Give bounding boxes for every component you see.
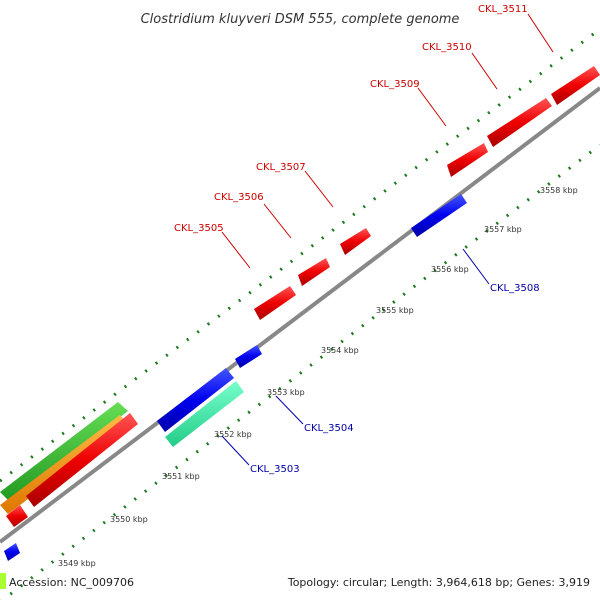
- tick-label: 3552 kbp: [214, 430, 252, 439]
- gene-label[interactable]: CKL_3509: [370, 79, 420, 90]
- forward-strand: [0, 66, 600, 527]
- tick-label: 3551 kbp: [162, 472, 200, 481]
- gene-arrow[interactable]: [254, 286, 296, 320]
- tick-labels: 3549 kbp 3550 kbp 3551 kbp 3552 kbp 3553…: [58, 186, 578, 568]
- outer-tick-track: [0, 27, 600, 483]
- gene-arrow[interactable]: [340, 228, 371, 255]
- tick-label: 3557 kbp: [484, 225, 522, 234]
- label-leader-line: [221, 231, 251, 269]
- gene-arrow[interactable]: [411, 194, 467, 237]
- inner-tick-track: [0, 143, 600, 600]
- gene-arrow[interactable]: [551, 66, 600, 105]
- tick-label: 3549 kbp: [58, 559, 96, 568]
- gene-arrow[interactable]: [165, 381, 244, 447]
- tick-label: 3555 kbp: [376, 306, 414, 315]
- reverse-gene-labels: CKL_3503 CKL_3504 CKL_3508: [221, 248, 540, 475]
- legend-swatch: [0, 573, 6, 589]
- gene-label[interactable]: CKL_3507: [256, 162, 306, 173]
- label-leader-line: [263, 203, 292, 239]
- gene-arrow[interactable]: [26, 413, 138, 507]
- gene-arrow[interactable]: [0, 402, 128, 502]
- gene-label[interactable]: CKL_3503: [250, 464, 300, 475]
- gene-arrow[interactable]: [0, 415, 128, 514]
- label-leader-line: [527, 13, 554, 53]
- gene-arrow[interactable]: [235, 345, 262, 368]
- genome-backbone: [0, 86, 600, 544]
- gene-arrow[interactable]: [447, 143, 488, 177]
- gene-arrow[interactable]: [6, 505, 28, 527]
- gene-label[interactable]: CKL_3504: [304, 423, 354, 434]
- gene-arrow[interactable]: [487, 98, 552, 147]
- label-leader-line: [275, 395, 304, 425]
- label-leader-line: [471, 52, 498, 90]
- label-leader-line: [304, 170, 334, 208]
- gene-arrow[interactable]: [298, 258, 330, 286]
- gene-label[interactable]: CKL_3508: [490, 283, 540, 294]
- accession-text: Accession: NC_009706: [9, 576, 134, 589]
- label-leader-line: [417, 87, 447, 127]
- tick-label: 3556 kbp: [431, 265, 469, 274]
- tick-label: 3550 kbp: [110, 515, 148, 524]
- tick-label: 3554 kbp: [321, 346, 359, 355]
- gene-label[interactable]: CKL_3511: [478, 4, 528, 15]
- gene-label[interactable]: CKL_3505: [174, 223, 224, 234]
- label-leader-line: [221, 435, 250, 466]
- gene-label[interactable]: CKL_3510: [422, 42, 472, 53]
- topology-text: Topology: circular; Length: 3,964,618 bp…: [287, 576, 590, 589]
- tick-label: 3558 kbp: [540, 186, 578, 195]
- gene-arrow[interactable]: [157, 368, 234, 432]
- forward-gene-labels: CKL_3505 CKL_3506 CKL_3507 CKL_3509 CKL_…: [174, 4, 554, 269]
- reverse-strand: [4, 194, 467, 561]
- gene-label[interactable]: CKL_3506: [214, 192, 264, 203]
- tick-label: 3553 kbp: [267, 388, 305, 397]
- gene-arrow[interactable]: [4, 543, 20, 561]
- label-leader-line: [462, 248, 490, 285]
- map-title: Clostridium kluyveri DSM 555, complete g…: [141, 12, 460, 27]
